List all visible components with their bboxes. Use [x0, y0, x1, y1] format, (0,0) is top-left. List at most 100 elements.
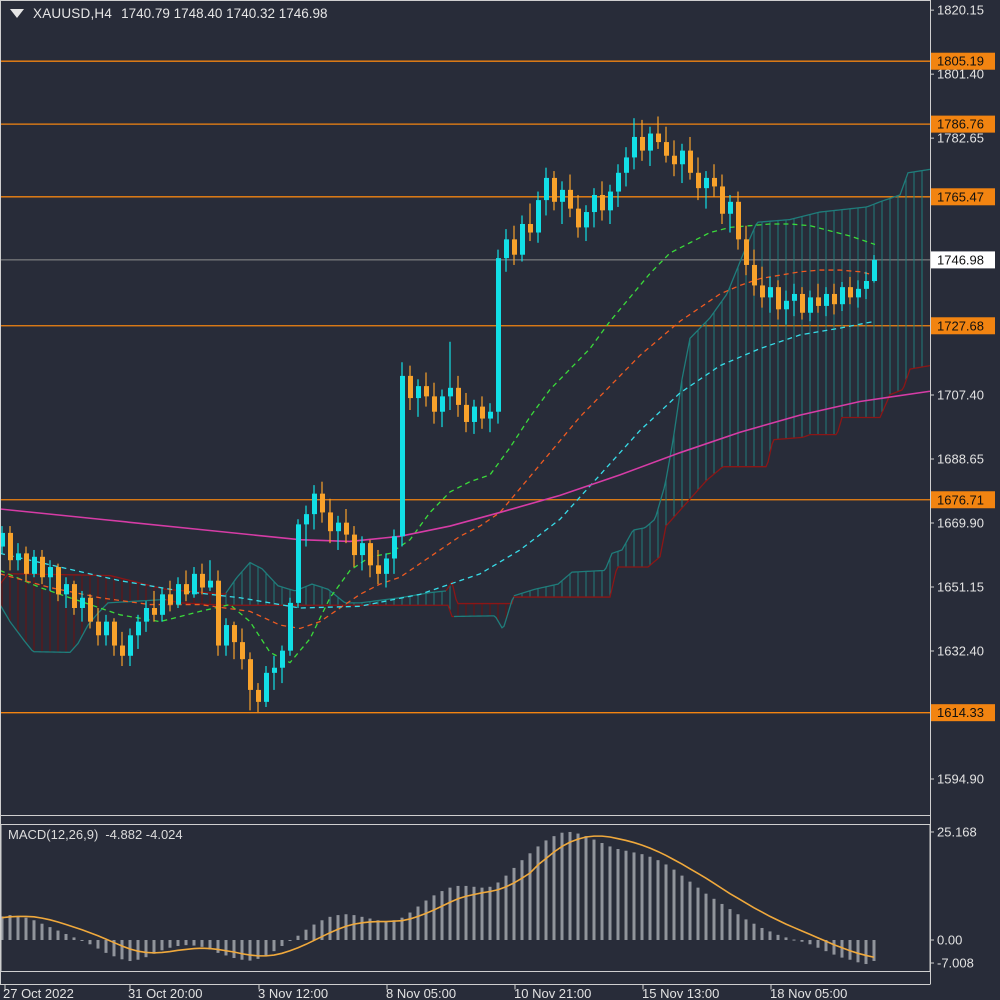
candle-bear — [408, 375, 413, 399]
candle-bull — [584, 212, 589, 228]
macd-indicator-label: MACD(12,26,9) -4.882 -4.024 — [8, 827, 183, 842]
candle-bear — [752, 264, 757, 286]
candle-bull — [104, 621, 109, 636]
candle-bear — [256, 689, 261, 702]
macd-histogram-bar — [744, 919, 748, 940]
macd-histogram-bar — [296, 935, 300, 940]
macd-histogram-bar — [328, 916, 332, 940]
macd-panel[interactable] — [1, 831, 876, 965]
macd-histogram-bar — [632, 852, 636, 940]
candle-bull — [208, 580, 213, 588]
macd-histogram-bar — [168, 940, 172, 948]
candle-bear — [512, 239, 517, 255]
macd-histogram-bar — [688, 881, 692, 940]
candle-bear — [848, 287, 853, 298]
macd-histogram-bar — [576, 833, 580, 940]
macd-histogram-bar — [656, 860, 660, 940]
candle-bull — [224, 625, 229, 646]
macd-histogram-bar — [456, 885, 460, 940]
candle-bull — [488, 411, 493, 419]
level-price-label-bg — [931, 52, 995, 70]
level-price-label: 1786.76 — [937, 117, 984, 132]
macd-histogram-bar — [16, 915, 20, 940]
candle-bear — [328, 512, 333, 532]
macd-histogram-bar — [264, 940, 268, 956]
candle-bull — [808, 297, 813, 313]
candle-bull — [400, 375, 405, 537]
candle-bear — [96, 621, 101, 636]
macd-histogram-bar — [816, 940, 820, 948]
ma-fast-green-line — [0, 223, 876, 664]
macd-histogram-bar — [240, 940, 244, 960]
macd-histogram-bar — [520, 860, 524, 940]
macd-histogram-bar — [400, 917, 404, 940]
candle-bull — [560, 189, 565, 202]
level-price-label-bg — [931, 704, 995, 722]
macd-histogram-bar — [768, 931, 772, 940]
candle-bull — [392, 536, 397, 559]
candle-bull — [616, 172, 621, 192]
macd-histogram-bar — [192, 940, 196, 946]
candle-bull — [648, 133, 653, 151]
current-price-label-bg — [931, 251, 995, 269]
main-plot-area[interactable] — [0, 60, 930, 714]
candle-bull — [704, 177, 709, 189]
level-price-label-bg — [931, 491, 995, 509]
candle-bear — [376, 565, 381, 574]
candle-bull — [296, 524, 301, 603]
macd-histogram-bar — [408, 912, 412, 940]
macd-histogram-bar — [440, 891, 444, 940]
macd-histogram-bar — [784, 937, 788, 940]
candle-bear — [568, 189, 573, 209]
candle-bear — [248, 659, 253, 690]
macd-histogram-bar — [96, 940, 100, 949]
macd-histogram-bar — [728, 909, 732, 940]
candle-bear — [232, 625, 237, 643]
macd-histogram-bar — [872, 940, 876, 961]
candle-bull — [728, 201, 733, 214]
candle-bull — [128, 635, 133, 656]
candle-bear — [368, 543, 373, 566]
macd-histogram-bar — [824, 940, 828, 952]
macd-histogram-bar — [600, 843, 604, 940]
macd-histogram-bar — [312, 924, 316, 940]
macd-histogram-bar — [144, 940, 148, 958]
candle-bull — [160, 594, 165, 615]
macd-histogram-bar — [712, 898, 716, 940]
macd-panel-border — [0, 824, 931, 972]
macd-histogram-bar — [128, 940, 132, 962]
candle-bear — [112, 621, 117, 646]
macd-histogram-bar — [664, 864, 668, 940]
cloud-bottom-boundary-teal — [453, 596, 515, 629]
macd-histogram-bar — [592, 839, 596, 940]
macd-histogram-bar — [104, 940, 108, 953]
level-price-label: 1614.33 — [937, 705, 984, 720]
macd-histogram-bar — [416, 906, 420, 940]
chart-frame — [0, 0, 934, 985]
candle-bear — [664, 142, 669, 156]
macd-histogram-bar — [616, 849, 620, 940]
time-axis-label: 8 Nov 05:00 — [386, 986, 456, 1000]
candle-bull — [336, 522, 341, 532]
candle-bull — [632, 136, 637, 158]
macd-histogram-bar — [792, 939, 796, 941]
candle-bull — [472, 406, 477, 422]
macd-histogram-bar — [392, 920, 396, 940]
candle-bull — [312, 493, 317, 515]
candle-bull — [16, 553, 21, 561]
level-price-label: 1676.71 — [937, 492, 984, 507]
candle-bear — [184, 584, 189, 595]
macd-histogram-bar — [376, 920, 380, 940]
candle-bull — [136, 621, 141, 636]
time-axis-label: 18 Nov 05:00 — [770, 986, 847, 1000]
macd-histogram-bar — [160, 940, 164, 951]
macd-histogram-bar — [112, 940, 116, 957]
price-axis-label: 1669.90 — [937, 516, 984, 531]
time-axis-label: 10 Nov 21:00 — [514, 986, 591, 1000]
macd-histogram-bar — [496, 882, 500, 940]
candle-bull — [64, 584, 69, 595]
macd-histogram-bar — [448, 887, 452, 940]
down-triangle-icon — [10, 9, 24, 18]
